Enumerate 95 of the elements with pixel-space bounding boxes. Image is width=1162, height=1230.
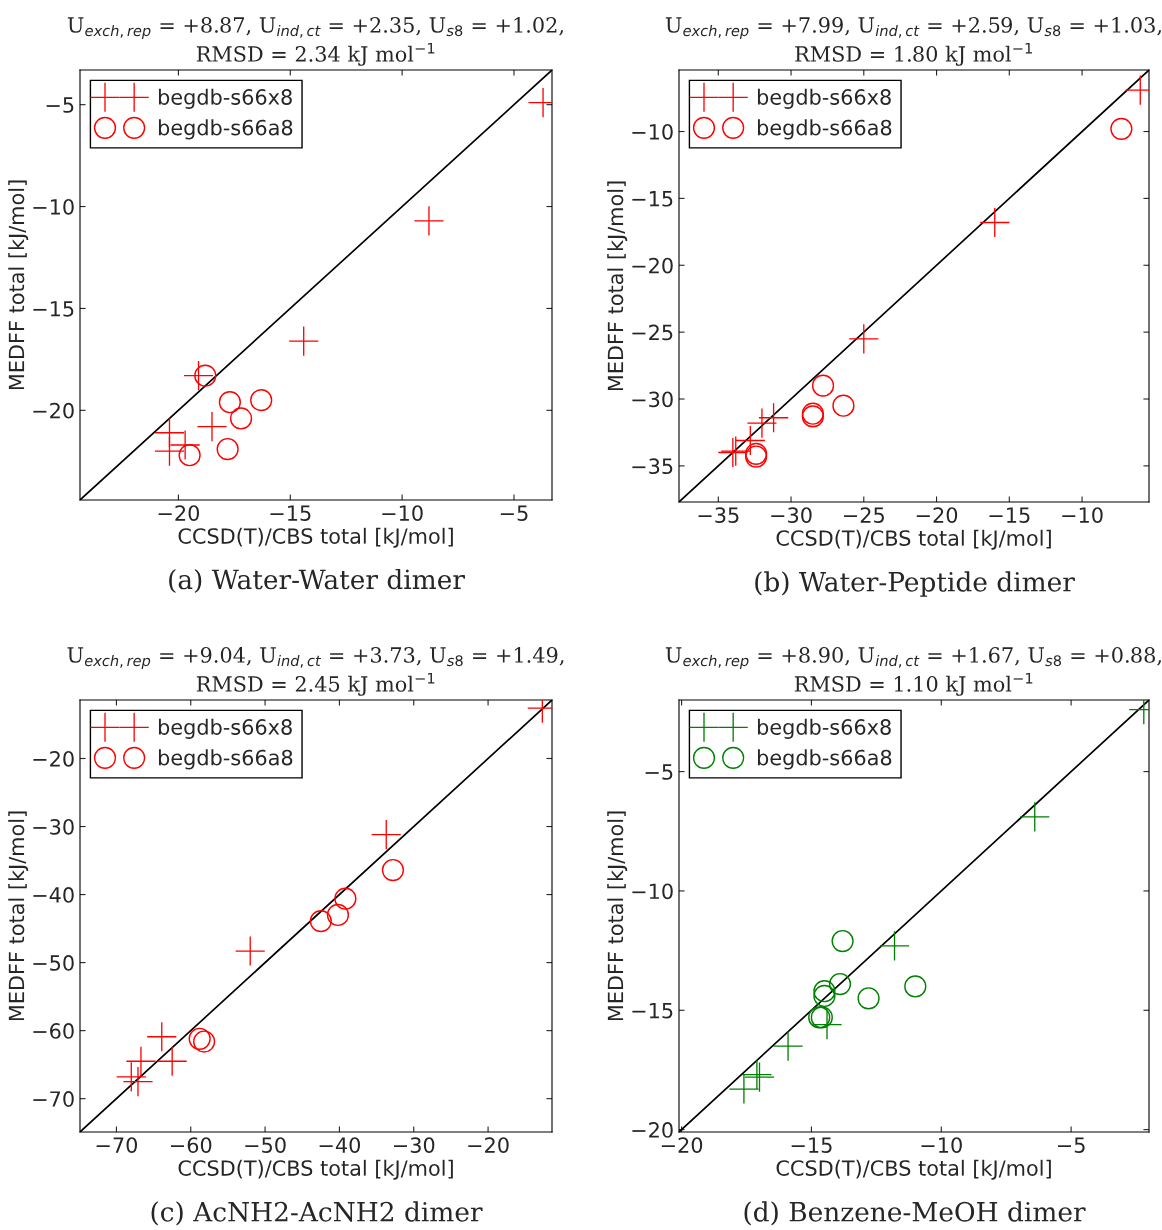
y-tick-label: −60 <box>33 1023 74 1039</box>
point <box>773 1031 803 1061</box>
point <box>334 887 357 910</box>
y-tick-label: −30 <box>33 818 74 835</box>
legend-label: begdb-s66a8 <box>158 749 293 770</box>
point <box>1020 802 1050 832</box>
text: (c) AcNH2-AcNH2 dimer <box>151 1201 483 1226</box>
chart-title: U$_{exch,rep}$ = +7.99, U$_{ind,ct}$ = +2.59, U$_{s8}$ = +1.03, RMSD = 1.80 kJ mol$^{−1}$ <box>665 17 1161 66</box>
x-tick-label: −15 <box>989 507 1030 523</box>
point <box>216 437 239 461</box>
y-tick-label: −30 <box>632 391 673 408</box>
point <box>229 407 253 430</box>
y-tick-label: −20 <box>33 750 74 767</box>
y-axis-title: MEDFF total [kJ/mol] <box>8 180 29 390</box>
y-axis-title: MEDFF total [kJ/mol] <box>607 811 628 1021</box>
legend-label: begdb-s66x8 <box>158 88 292 109</box>
x-tick-label: −30 <box>393 1137 435 1153</box>
point <box>811 374 835 397</box>
point <box>188 1027 211 1050</box>
x-tick-label: −10 <box>921 1137 962 1153</box>
point <box>729 1074 759 1104</box>
x-axis-title: CCSD(T)/CBS total [kJ/mol] <box>776 1159 1051 1180</box>
point <box>857 987 880 1010</box>
x-tick-label: −30 <box>771 507 812 523</box>
x-tick-label: −10 <box>1062 507 1103 523</box>
x-tick-label: −5 <box>500 505 528 521</box>
y-tick-label: −35 <box>632 458 673 475</box>
point <box>154 436 185 466</box>
y-tick-label: −15 <box>632 191 673 207</box>
point <box>904 975 927 998</box>
x-tick-label: −20 <box>916 507 958 523</box>
x-tick-label: −35 <box>698 507 739 523</box>
y-tick-label: −20 <box>33 402 74 419</box>
point <box>1110 117 1133 140</box>
y-tick-label: −20 <box>632 1122 673 1138</box>
x-tick-label: −25 <box>844 507 884 523</box>
y-tick-label: −70 <box>33 1091 74 1107</box>
text: (d) Benzene-MeOH dimer <box>744 1201 1086 1226</box>
legend-label: begdb-s66a8 <box>757 749 892 770</box>
y-tick-label: −40 <box>33 887 74 903</box>
x-axis-title: CCSD(T)/CBS total [kJ/mol] <box>178 527 453 548</box>
x-tick-label: −5 <box>1057 1137 1085 1153</box>
x-tick-label: −10 <box>382 505 423 521</box>
y-axis-title: MEDFF total [kJ/mol] <box>8 811 29 1021</box>
y-tick-label: −10 <box>632 123 673 140</box>
point <box>813 984 836 1008</box>
y-tick-label: −25 <box>632 324 673 341</box>
x-tick-label: −20 <box>661 1137 703 1153</box>
legend-label: begdb-s66x8 <box>158 718 292 739</box>
y-tick-label: −50 <box>33 955 74 971</box>
chart-title: U$_{exch,rep}$ = +8.90, U$_{ind,ct}$ = +1.67, U$_{s8}$ = +0.88, RMSD = 1.10 kJ mol$^{−1}$ <box>665 647 1161 696</box>
point <box>197 412 227 442</box>
point <box>218 391 241 414</box>
x-tick-label: −50 <box>245 1137 286 1153</box>
point <box>813 980 836 1003</box>
point <box>289 326 319 356</box>
legend-label: begdb-s66x8 <box>757 88 891 109</box>
x-axis-title: CCSD(T)/CBS total [kJ/mol] <box>178 1159 453 1180</box>
point <box>326 903 350 927</box>
point <box>116 1062 146 1092</box>
x-tick-label: −15 <box>791 1137 832 1153</box>
y-tick-label: −15 <box>33 301 74 317</box>
y-tick-label: −5 <box>46 97 74 113</box>
point <box>381 858 405 882</box>
point <box>414 206 444 236</box>
y-tick-label: −5 <box>645 764 673 780</box>
text: (b) Water-Peptide dimer <box>755 571 1075 597</box>
x-tick-label: −40 <box>319 1137 361 1153</box>
point <box>832 394 855 417</box>
x-tick-label: −15 <box>270 505 311 521</box>
x-tick-label: −20 <box>468 1137 509 1153</box>
text: (a) Water-Water dimer <box>169 568 465 594</box>
point <box>250 389 273 412</box>
legend-label: begdb-s66a8 <box>158 119 293 140</box>
y-axis-title: MEDFF total [kJ/mol] <box>607 181 628 391</box>
point <box>123 1067 153 1097</box>
point <box>235 936 265 966</box>
y-tick-label: −20 <box>632 257 673 274</box>
y-tick-label: −10 <box>33 198 74 215</box>
chart-title: U$_{exch,rep}$ = +9.04, U$_{ind,ct}$ = +3.73, U$_{s8}$ = +1.49, RMSD = 2.45 kJ mol$^{−1}$ <box>67 647 564 696</box>
y-tick-label: −15 <box>632 1003 673 1019</box>
point <box>309 909 332 933</box>
x-axis-title: CCSD(T)/CBS total [kJ/mol] <box>776 529 1051 550</box>
x-tick-label: −60 <box>170 1137 212 1153</box>
legend-label: begdb-s66a8 <box>757 119 892 140</box>
point <box>828 972 852 996</box>
point <box>126 1046 156 1076</box>
x-tick-label: −20 <box>158 505 200 521</box>
x-tick-label: −70 <box>96 1137 138 1153</box>
chart-title: U$_{exch,rep}$ = +8.87, U$_{ind,ct}$ = +2.35, U$_{s8}$ = +1.02, RMSD = 2.34 kJ mol$^{−1}$ <box>67 17 563 66</box>
point <box>831 929 854 953</box>
point <box>193 1030 216 1053</box>
point <box>747 408 777 438</box>
legend-label: begdb-s66x8 <box>757 718 891 739</box>
y-tick-label: −10 <box>632 883 673 900</box>
